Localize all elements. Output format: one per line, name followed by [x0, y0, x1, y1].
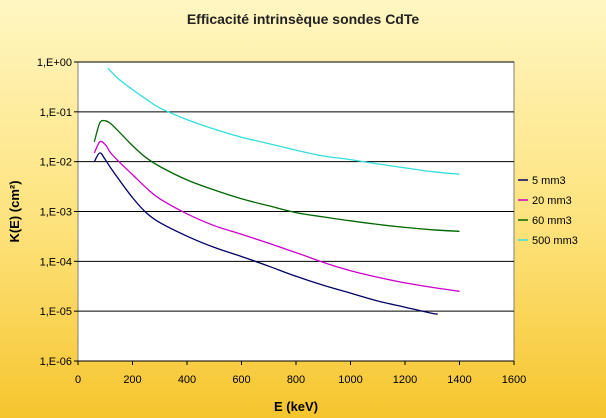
x-tick-label: 800	[287, 374, 305, 386]
y-tick-label: 1,E-03	[40, 207, 72, 219]
x-tick-label: 1400	[447, 374, 471, 386]
x-tick-label: 1600	[502, 374, 526, 386]
series-line-20-mm3	[93, 140, 460, 292]
x-tick-label: 200	[123, 374, 141, 386]
legend-label: 5 mm3	[532, 175, 566, 187]
series-line-5-mm3	[93, 152, 438, 315]
series-lines	[93, 67, 460, 315]
y-tick-label: 1,E-04	[40, 256, 72, 268]
x-tick-label: 400	[178, 374, 196, 386]
y-tick-label: 1,E-01	[40, 107, 72, 119]
y-tick-label: 1,E-05	[40, 306, 72, 318]
y-tick-label: 1,E-02	[40, 157, 72, 169]
series-line-60-mm3	[93, 119, 460, 232]
grid-lines	[78, 61, 514, 362]
y-tick-label: 1,E+00	[37, 57, 72, 69]
y-tick-label: 1,E-06	[40, 356, 72, 368]
series-line-500-mm3	[107, 67, 460, 175]
chart-title: Efficacité intrinsèque sondes CdTe	[187, 11, 420, 27]
legend-label: 20 mm3	[532, 195, 572, 207]
legend-label: 60 mm3	[532, 215, 572, 227]
y-axis-ticks: 1,E+00 1,E-01 1,E-02 1,E-03 1,E-04 1,E-05 1,E-…	[37, 57, 78, 368]
y-axis-title: K(E) (cm²)	[7, 180, 22, 242]
x-tick-label: 0	[75, 374, 81, 386]
legend: 5 mm3 20 mm3 60 mm3 500 mm3	[518, 175, 578, 247]
x-tick-label: 1200	[393, 374, 417, 386]
x-tick-label: 1000	[338, 374, 362, 386]
x-axis-ticks: 0 200 400 600 800 1000 1200 1400 1600	[75, 361, 526, 386]
x-axis-title: E (keV)	[274, 399, 318, 414]
legend-label: 500 mm3	[532, 235, 578, 247]
x-tick-label: 600	[232, 374, 250, 386]
